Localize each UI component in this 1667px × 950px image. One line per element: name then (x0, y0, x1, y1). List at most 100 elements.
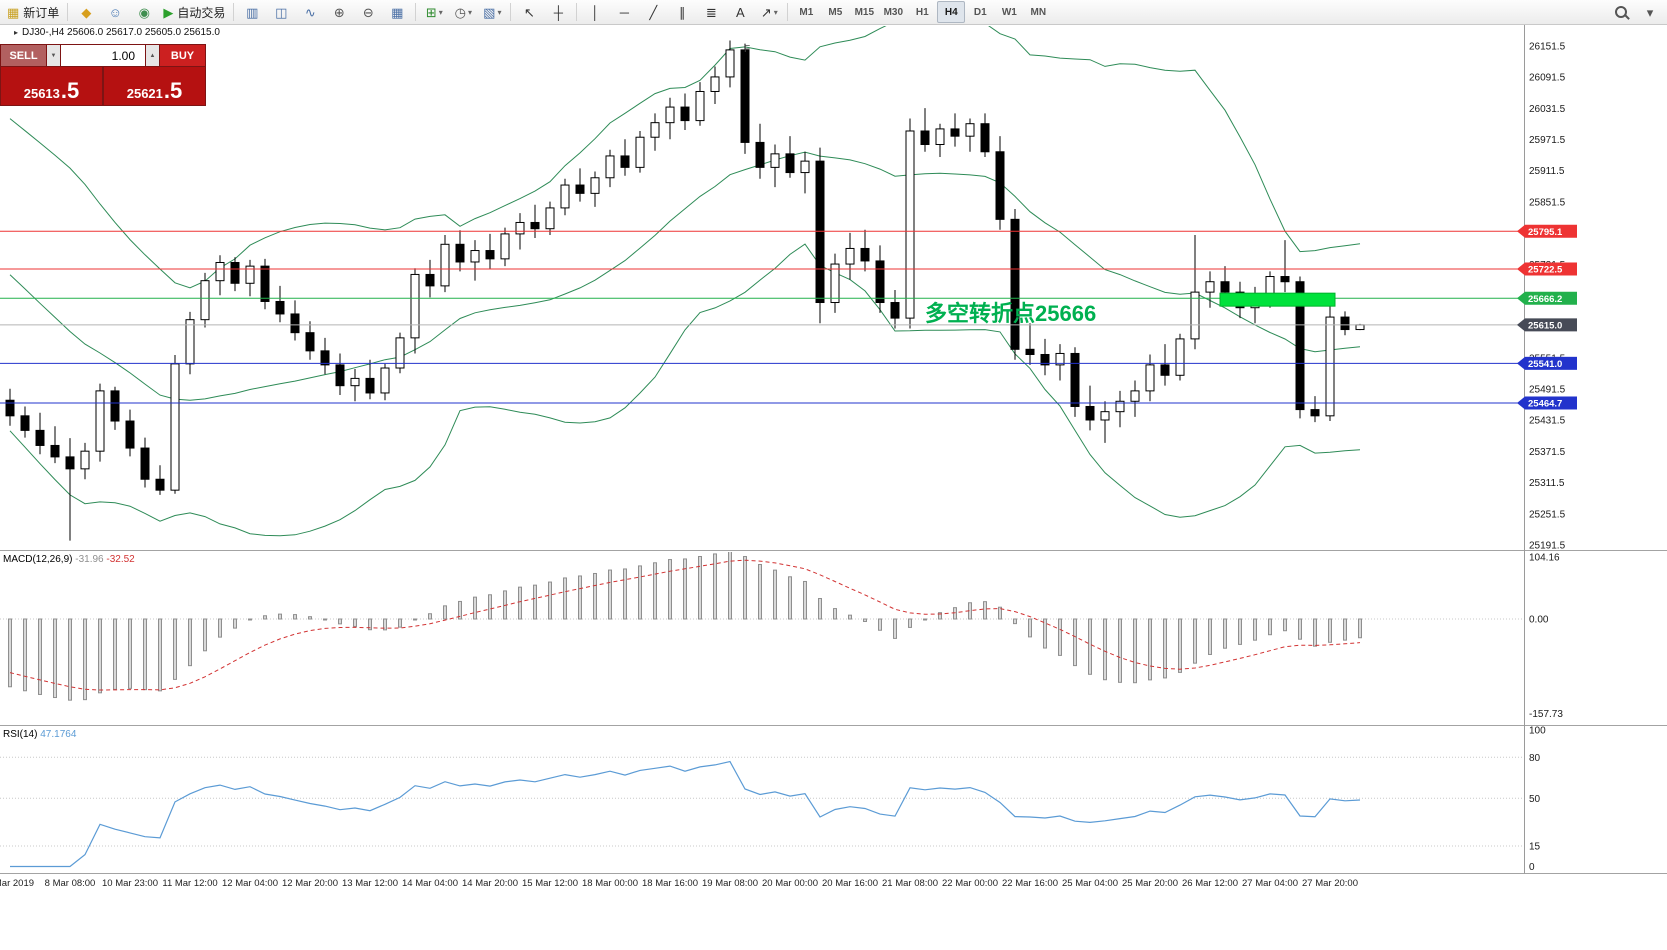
price-axis-label: 25615.0 (1517, 318, 1577, 332)
svg-text:27 Mar 04:00: 27 Mar 04:00 (1242, 878, 1298, 889)
buy-price[interactable]: 25621 .5 (104, 67, 205, 105)
svg-text:25795.1: 25795.1 (1528, 227, 1563, 238)
megaphone-icon: ◆ (81, 4, 92, 20)
crosshair-button[interactable]: ┼ (544, 1, 572, 23)
chart-svg[interactable]: 多空转折点25666 F 26151.5 26091.5 26031.5 25971.5 2… (0, 25, 1667, 945)
timeframe-m30-button[interactable]: M30 (883, 6, 904, 18)
person-icon: ☺ (108, 4, 122, 20)
candlestick-chart-button[interactable]: ◫ (267, 1, 295, 23)
one-click-trading-panel: SELL ▼ ▲ BUY 25613 .5 25621 .5 (0, 44, 206, 106)
autotrading-button[interactable]: ▶ 自动交易 (159, 1, 229, 23)
toolbar-separator (233, 3, 235, 21)
toolbar-more-button[interactable]: ▾ (1636, 1, 1664, 23)
profiles-button[interactable]: ◷ ▾ (449, 1, 477, 23)
svg-text:25 Mar 04:00: 25 Mar 04:00 (1062, 878, 1118, 889)
toolbar-separator (415, 3, 417, 21)
chevron-down-icon: ▾ (497, 7, 502, 17)
volume-increase-button[interactable]: ▲ (146, 45, 159, 66)
svg-text:25911.5: 25911.5 (1529, 166, 1565, 177)
svg-text:50: 50 (1529, 794, 1541, 805)
timeframe-m15-button[interactable]: M15 (854, 6, 875, 18)
line-chart-button[interactable]: ∿ (296, 1, 324, 23)
svg-text:18 Mar 16:00: 18 Mar 16:00 (642, 878, 698, 889)
svg-text:25971.5: 25971.5 (1529, 135, 1566, 146)
svg-text:26 Mar 12:00: 26 Mar 12:00 (1182, 878, 1238, 889)
time-axis: 8 Mar 2019 8 Mar 08:00 10 Mar 23:00 11 Mar … (0, 878, 1358, 889)
chevron-down-icon: ▾ (438, 7, 443, 17)
market-button[interactable]: ◉ (130, 1, 158, 23)
sell-button[interactable]: SELL (1, 45, 46, 66)
zoom-out-button[interactable]: ⊖ (354, 1, 382, 23)
svg-text:25491.5: 25491.5 (1529, 385, 1566, 396)
chart-symbol-icon: ▸ (14, 28, 19, 37)
trendline-button[interactable]: ╱ (639, 1, 667, 23)
cursor-icon: ↖ (523, 4, 535, 20)
crosshair-icon: ┼ (553, 4, 563, 20)
channel-button[interactable]: ∥ (668, 1, 696, 23)
arrow-icon: ↗ (760, 4, 772, 20)
toolbar-separator (510, 3, 512, 21)
svg-text:25615.0: 25615.0 (1528, 320, 1562, 331)
bar-chart-icon: ▥ (246, 4, 259, 20)
macd-histogram (8, 552, 1362, 701)
timeframe-d1-button[interactable]: D1 (973, 6, 987, 18)
cursor-button[interactable]: ↖ (515, 1, 543, 23)
timeframe-w1-button[interactable]: W1 (1001, 6, 1017, 18)
buy-button[interactable]: BUY (160, 45, 205, 66)
alerts-button[interactable]: ◆ (72, 1, 100, 23)
chevron-down-icon: ▾ (773, 7, 778, 17)
horizontal-line-icon: ─ (619, 4, 629, 20)
svg-text:13 Mar 12:00: 13 Mar 12:00 (342, 878, 398, 889)
svg-text:11 Mar 12:00: 11 Mar 12:00 (162, 878, 217, 889)
new-order-button[interactable]: ▦ 新订单 (3, 1, 63, 23)
horizontal-line-button[interactable]: ─ (610, 1, 638, 23)
svg-text:25251.5: 25251.5 (1529, 509, 1566, 520)
tile-windows-button[interactable]: ▦ (383, 1, 411, 23)
svg-text:-157.73: -157.73 (1529, 709, 1563, 720)
marker-annotation[interactable]: F (744, 44, 750, 55)
rectangle-object[interactable] (1219, 292, 1336, 307)
volume-decrease-button[interactable]: ▼ (47, 45, 60, 66)
buy-price-main: 25621 (126, 86, 163, 101)
svg-text:0: 0 (1529, 862, 1535, 873)
svg-text:21 Mar 08:00: 21 Mar 08:00 (882, 878, 938, 889)
timeframe-h1-button[interactable]: H1 (915, 6, 929, 18)
price-axis-label: 25722.5 (1517, 262, 1577, 276)
fibonacci-button[interactable]: ≣ (697, 1, 725, 23)
svg-text:20 Mar 16:00: 20 Mar 16:00 (822, 878, 878, 889)
chevron-down-icon: ▾ (467, 7, 472, 17)
text-annotation[interactable]: 多空转折点25666 (925, 301, 1096, 326)
svg-text:25722.5: 25722.5 (1528, 264, 1563, 275)
zoom-in-button[interactable]: ⊕ (325, 1, 353, 23)
timeframe-mn-button[interactable]: MN (1030, 6, 1047, 18)
svg-text:25 Mar 20:00: 25 Mar 20:00 (1122, 878, 1178, 889)
timeframe-h4-button[interactable]: H4 (937, 1, 966, 23)
arrows-button[interactable]: ↗ ▾ (755, 1, 783, 23)
svg-text:25311.5: 25311.5 (1529, 478, 1565, 489)
svg-text:25371.5: 25371.5 (1529, 447, 1566, 458)
toolbar-separator (67, 3, 69, 21)
templates-button[interactable]: ▧ ▾ (478, 1, 506, 23)
chart-area: 多空转折点25666 F 26151.5 26091.5 26031.5 25971.5 2… (0, 25, 1667, 945)
rsi-line (10, 760, 1361, 868)
bar-chart-button[interactable]: ▥ (238, 1, 266, 23)
price-axis-label: 25666.2 (1517, 291, 1577, 305)
svg-text:20 Mar 00:00: 20 Mar 00:00 (762, 878, 818, 889)
svg-text:14 Mar 20:00: 14 Mar 20:00 (462, 878, 518, 889)
timeframe-m1-button[interactable]: M1 (799, 6, 814, 18)
text-label-button[interactable]: A (726, 1, 754, 23)
vertical-line-button[interactable]: │ (581, 1, 609, 23)
chevron-down-icon: ▾ (1646, 4, 1654, 20)
timeframe-m5-button[interactable]: M5 (828, 6, 843, 18)
community-button[interactable]: ☺ (101, 1, 129, 23)
svg-text:12 Mar 04:00: 12 Mar 04:00 (222, 878, 278, 889)
svg-text:12 Mar 20:00: 12 Mar 20:00 (282, 878, 338, 889)
macd-label: MACD(12,26,9) -31.96 -32.52 (3, 554, 135, 565)
trendline-icon: ╱ (649, 4, 658, 20)
svg-text:10 Mar 23:00: 10 Mar 23:00 (102, 878, 158, 889)
svg-text:26151.5: 26151.5 (1529, 42, 1566, 53)
sell-price[interactable]: 25613 .5 (1, 67, 102, 105)
volume-input[interactable] (61, 45, 145, 66)
search-button[interactable] (1607, 1, 1635, 23)
new-chart-button[interactable]: ⊞ ▾ (420, 1, 448, 23)
